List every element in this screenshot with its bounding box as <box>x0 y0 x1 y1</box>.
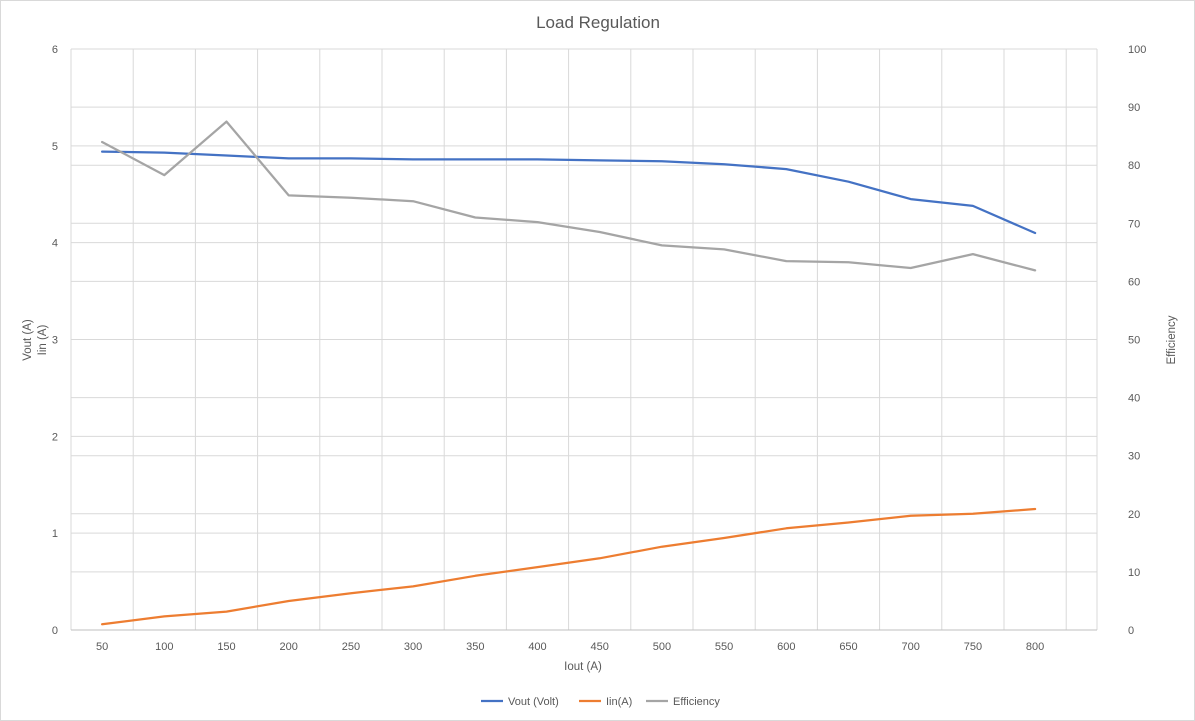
series-line-efficiency <box>100 120 1037 272</box>
y2-tick-label: 30 <box>1128 451 1140 463</box>
y-tick-label: 5 <box>52 141 58 153</box>
y-axis-ticks: 0 1 2 3 4 5 6 <box>52 44 58 637</box>
x-tick-label: 600 <box>777 641 795 653</box>
y2-tick-label: 0 <box>1128 625 1134 637</box>
legend: Vout (Volt) Iin(A) Efficiency <box>481 696 720 708</box>
y2-axis-ticks: 0 10 20 30 40 50 60 70 80 90 100 <box>1128 44 1146 637</box>
series-lines <box>100 120 1037 626</box>
x-axis-title: Iout (A) <box>564 661 602 673</box>
y2-tick-label: 90 <box>1128 102 1140 114</box>
y2-tick-label: 80 <box>1128 160 1140 172</box>
y2-tick-label: 50 <box>1128 335 1140 347</box>
x-tick-label: 350 <box>466 641 484 653</box>
y-tick-label: 6 <box>52 44 58 56</box>
y-tick-label: 1 <box>52 528 58 540</box>
x-tick-label: 550 <box>715 641 733 653</box>
series-line-iin-a <box>100 507 1037 626</box>
x-tick-label: 200 <box>280 641 298 653</box>
legend-label: Iin(A) <box>606 696 632 708</box>
x-tick-label: 750 <box>964 641 982 653</box>
x-tick-label: 450 <box>591 641 609 653</box>
y2-tick-label: 10 <box>1128 567 1140 579</box>
x-tick-label: 50 <box>96 641 108 653</box>
chart-title: Load Regulation <box>536 13 660 32</box>
y-axis-title-line-1: Vout (A) <box>22 319 34 361</box>
y-tick-label: 4 <box>52 238 58 250</box>
y2-tick-label: 60 <box>1128 276 1140 288</box>
y-axis-title-line-2: Iin (A) <box>37 324 49 355</box>
legend-label: Vout (Volt) <box>508 696 559 708</box>
x-tick-label: 150 <box>217 641 235 653</box>
x-tick-label: 700 <box>902 641 920 653</box>
x-tick-label: 100 <box>155 641 173 653</box>
y2-tick-label: 100 <box>1128 44 1146 56</box>
y2-tick-label: 40 <box>1128 393 1140 405</box>
x-tick-label: 650 <box>839 641 857 653</box>
y2-tick-label: 70 <box>1128 218 1140 230</box>
legend-label: Efficiency <box>673 696 720 708</box>
y-tick-label: 3 <box>52 335 58 347</box>
x-tick-label: 300 <box>404 641 422 653</box>
x-tick-label: 250 <box>342 641 360 653</box>
y-tick-label: 0 <box>52 625 58 637</box>
y-axis-title: Vout (A) Iin (A) <box>22 319 49 361</box>
y2-axis-title: Efficiency <box>1166 315 1178 364</box>
x-axis-ticks: 50 100 150 200 250 300 350 400 450 500 550 600 650 70… <box>96 641 1044 653</box>
x-tick-label: 400 <box>528 641 546 653</box>
x-tick-label: 800 <box>1026 641 1044 653</box>
y-tick-label: 2 <box>52 431 58 443</box>
gridlines <box>70 48 1098 631</box>
y2-tick-label: 20 <box>1128 509 1140 521</box>
x-tick-label: 500 <box>653 641 671 653</box>
